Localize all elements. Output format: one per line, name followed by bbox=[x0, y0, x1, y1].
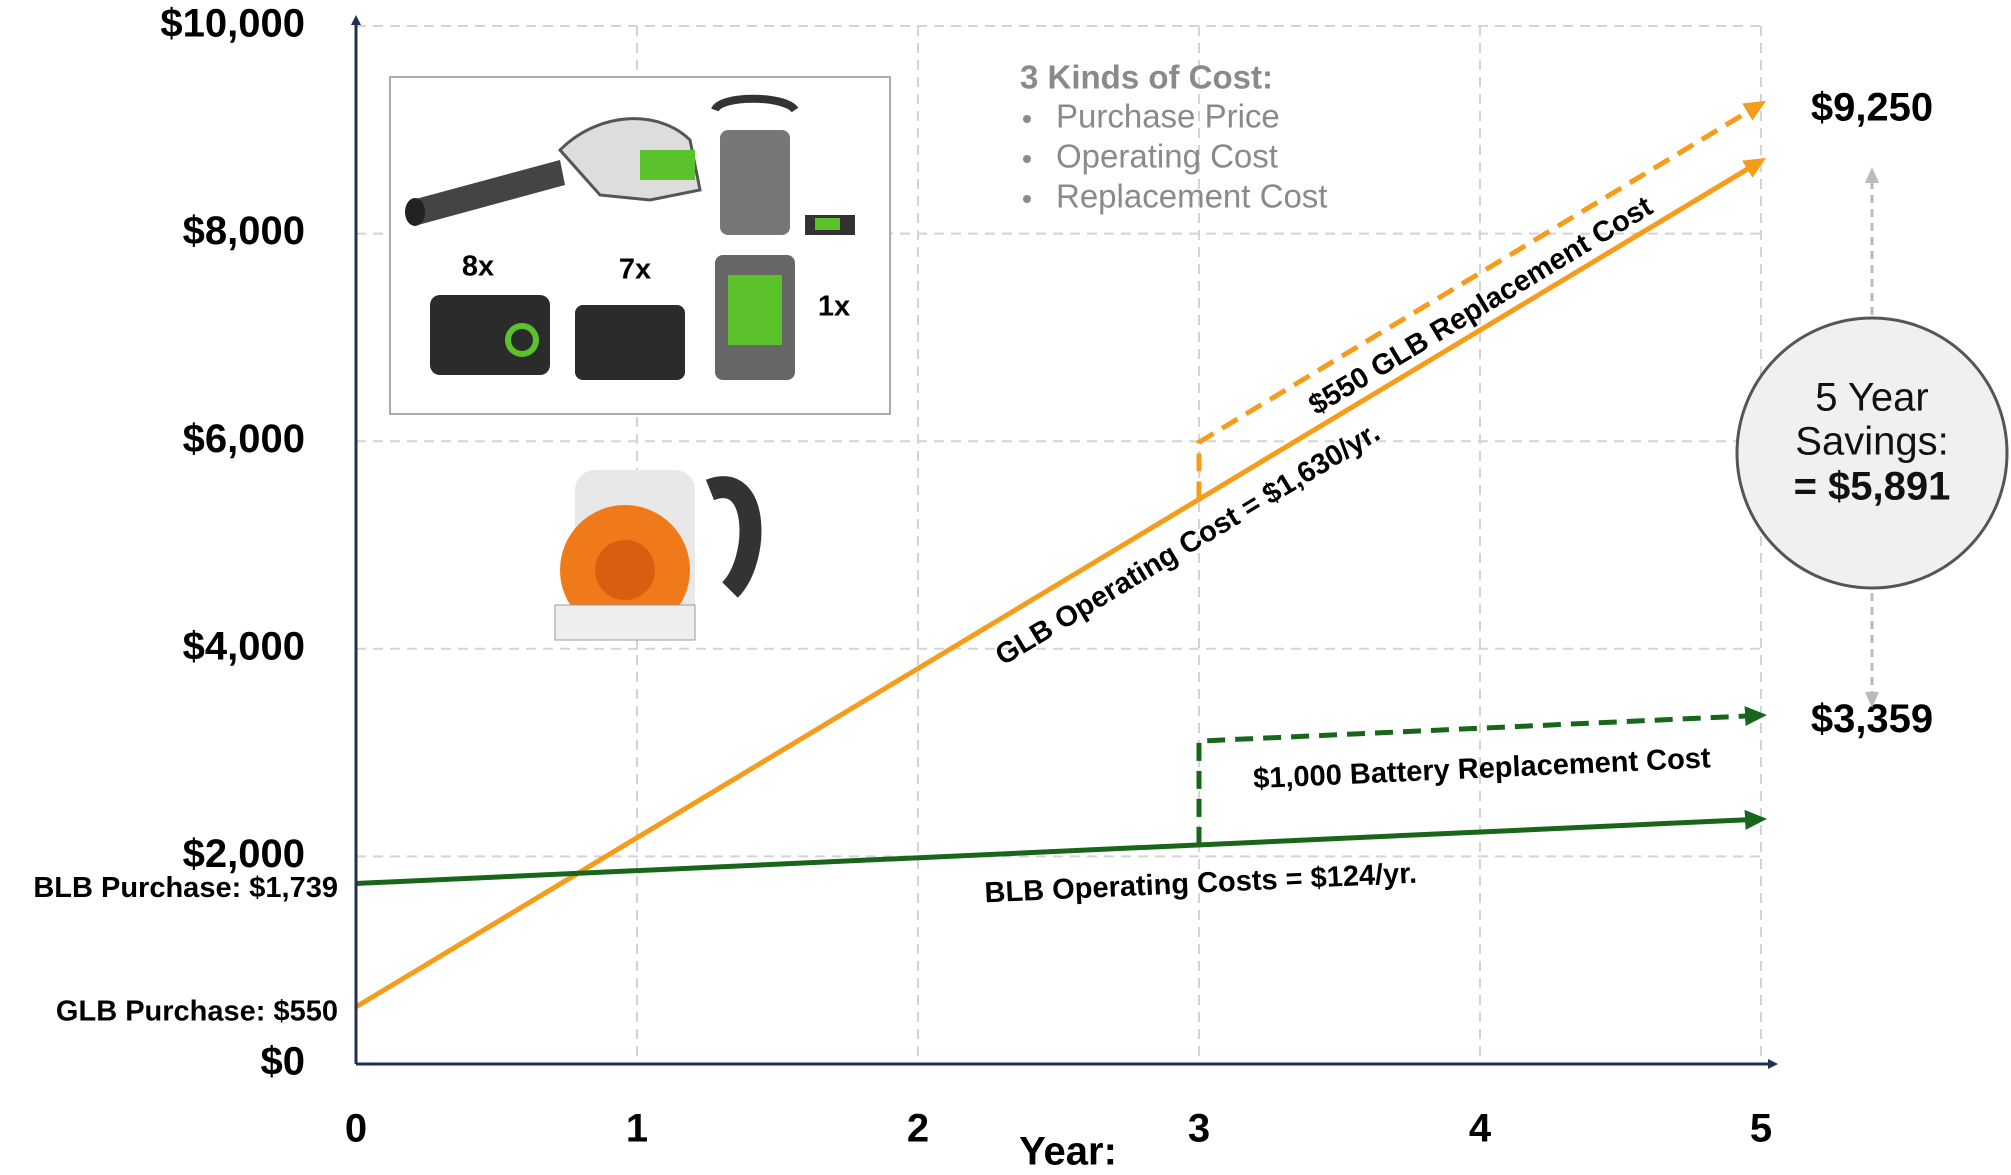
y-tick-label: $0 bbox=[261, 1040, 306, 1084]
x-tick-label: 5 bbox=[1750, 1107, 1772, 1151]
note-item: Replacement Cost bbox=[1056, 178, 1327, 215]
x-axis-title: Year: bbox=[1019, 1130, 1117, 1174]
end-label: $3,359 bbox=[1811, 697, 1933, 741]
savings-text: Savings: bbox=[1795, 420, 1948, 464]
series: GLB Operating Cost = $1,630/yr. GLB Purch… bbox=[33, 85, 1933, 1027]
start-label: BLB Purchase: $1,739 bbox=[33, 872, 338, 904]
note-item: Purchase Price bbox=[1056, 98, 1280, 135]
y-tick-label: $6,000 bbox=[183, 417, 305, 461]
y-tick-label: $2,000 bbox=[183, 832, 305, 876]
count-label: 8x bbox=[462, 251, 494, 283]
cost-note: 3 Kinds of Cost: Purchase PriceOperating… bbox=[1020, 59, 1327, 215]
x-tick-label: 4 bbox=[1469, 1107, 1492, 1151]
y-tick-label: $8,000 bbox=[183, 209, 305, 253]
chart: 8x 7x 1x 3 Kinds of Cost: Purchase Price… bbox=[0, 0, 2011, 1175]
series-label: GLB Operating Cost = $1,630/yr. bbox=[990, 416, 1386, 672]
savings-value: = $5,891 bbox=[1794, 465, 1951, 509]
x-tick-label: 2 bbox=[907, 1107, 929, 1151]
note-title: 3 Kinds of Cost: bbox=[1020, 59, 1273, 96]
savings-callout: 5 Year Savings: = $5,891 bbox=[1737, 175, 2007, 700]
note-item: Operating Cost bbox=[1056, 138, 1278, 175]
x-tick-label: 0 bbox=[345, 1107, 367, 1151]
bullet bbox=[1023, 195, 1031, 203]
series-label: BLB Operating Costs = $124/yr. bbox=[984, 858, 1418, 910]
savings-text: 5 Year bbox=[1815, 376, 1928, 420]
gas-blower-icon bbox=[555, 470, 750, 640]
x-tick-label: 3 bbox=[1188, 1107, 1210, 1151]
end-label: $9,250 bbox=[1811, 85, 1933, 129]
bullet bbox=[1023, 155, 1031, 163]
count-label: 1x bbox=[818, 291, 850, 323]
y-tick-label: $10,000 bbox=[160, 2, 305, 46]
bullet bbox=[1023, 115, 1031, 123]
count-label: 7x bbox=[619, 254, 651, 286]
x-tick-label: 1 bbox=[626, 1107, 648, 1151]
start-label: GLB Purchase: $550 bbox=[56, 996, 338, 1028]
y-tick-label: $4,000 bbox=[183, 624, 305, 668]
series-label: $1,000 Battery Replacement Cost bbox=[1252, 742, 1711, 795]
product-images: 8x 7x 1x bbox=[390, 77, 890, 414]
